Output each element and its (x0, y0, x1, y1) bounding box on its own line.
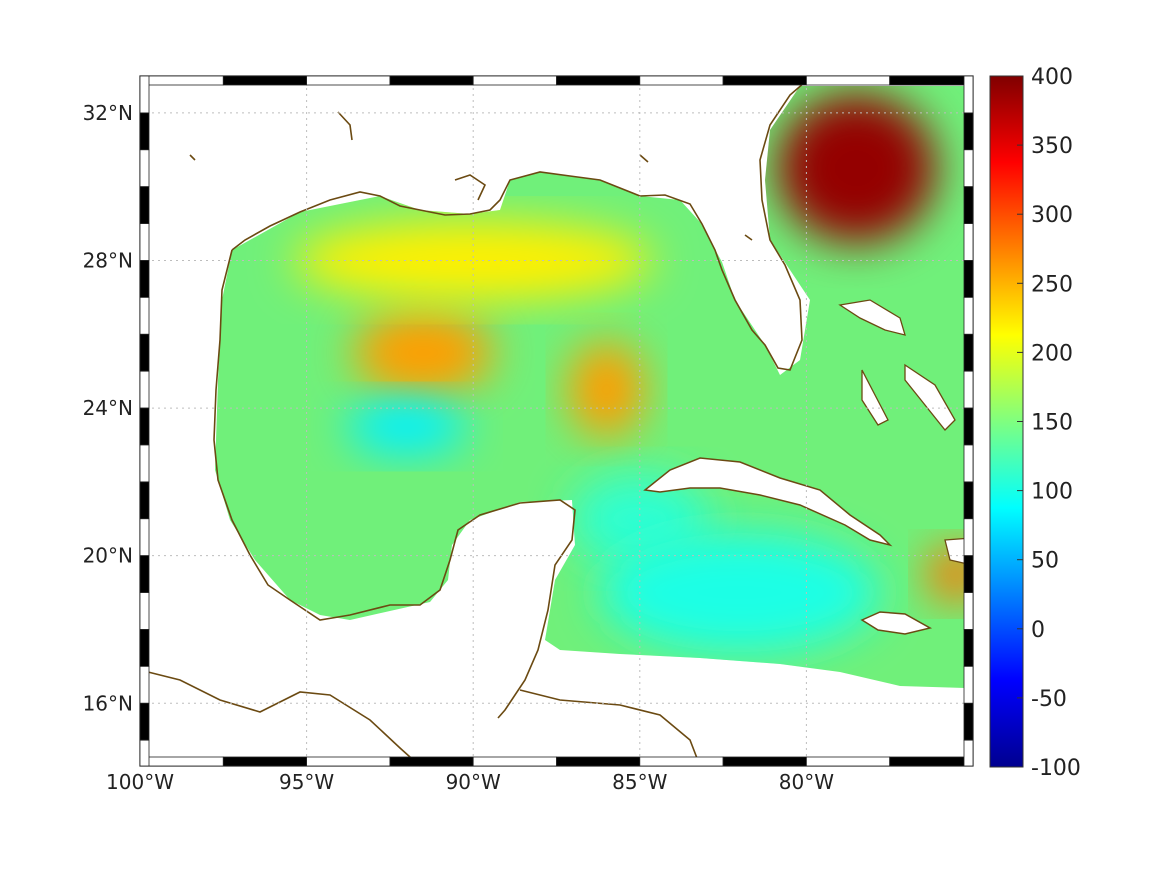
frame-segment-top (722, 75, 807, 86)
map-frame (139, 75, 974, 767)
frame-segment-top (139, 75, 224, 86)
colorbar-tick-labels: 400 350 300 250 200 150 100 50 0 -50 -100 (1017, 65, 1081, 781)
frame-segment-left (139, 555, 150, 593)
field-haiti-high (926, 546, 965, 603)
data-field (215, 86, 965, 688)
frame-segment-top (806, 75, 891, 86)
field-western-gulf-low (346, 398, 467, 455)
x-tick-label: 100°W (106, 770, 174, 794)
frame-segment-bottom (139, 756, 224, 767)
colorbar-tick-label: 400 (1031, 65, 1073, 90)
field-northern-gulf (293, 220, 654, 301)
frame-segment-left (139, 444, 150, 483)
x-tick-labels: 100°W 95°W 90°W 85°W 80°W (106, 770, 834, 794)
frame-segment-right (963, 223, 974, 261)
y-tick-label: 32°N (83, 101, 133, 125)
frame-segment-top (472, 75, 557, 86)
frame-segment-right (963, 186, 974, 224)
colorbar-tick-label: 50 (1031, 549, 1059, 574)
frame-segment-top (556, 75, 641, 86)
frame-segment-right (963, 739, 974, 767)
frame-segment-right (963, 149, 974, 188)
frame-segment-left (139, 112, 150, 151)
frame-segment-bottom (722, 756, 807, 767)
frame-segment-right (963, 629, 974, 667)
colorbar-tick-label: 150 (1031, 411, 1073, 436)
frame-segment-bottom (889, 756, 974, 767)
frame-segment-left (139, 223, 150, 261)
y-tick-label: 16°N (83, 691, 133, 715)
frame-segment-right (963, 75, 974, 114)
gridlines (140, 76, 973, 766)
colorbar-tick-label: 350 (1031, 134, 1073, 159)
field-caribbean (599, 532, 880, 653)
frame-segment-top (222, 75, 308, 86)
frame-segment-left (139, 149, 150, 188)
frame-segment-bottom (222, 756, 308, 767)
frame-segment-left (139, 518, 150, 557)
frame-segment-left (139, 370, 150, 409)
frame-segment-left (139, 186, 150, 224)
frame-segment-top (306, 75, 391, 86)
frame-segment-right (963, 407, 974, 446)
frame-segment-left (139, 333, 150, 372)
frame-segment-left (139, 702, 150, 741)
frame-segment-left (139, 75, 150, 114)
frame-segment-right (963, 333, 974, 372)
frame-segment-right (963, 296, 974, 335)
colorbar-tick-label: 300 (1031, 203, 1073, 228)
frame-segment-bottom (806, 756, 891, 767)
colorbar-tick-label: -100 (1031, 756, 1081, 781)
frame-segment-top (639, 75, 724, 86)
field-eastern-gulf-high (568, 341, 645, 438)
frame-segment-left (139, 407, 150, 446)
frame-segment-left (139, 629, 150, 667)
field-central-gulf-high (353, 310, 494, 395)
y-tick-labels: 16°N 20°N 24°N 28°N 32°N (83, 101, 133, 715)
frame-segment-right (963, 260, 974, 298)
frame-segment-left (139, 592, 150, 630)
y-tick-label: 28°N (83, 248, 133, 272)
frame-segment-top (889, 75, 974, 86)
islands (643, 299, 973, 635)
colorbar-tick-label: 250 (1031, 272, 1073, 297)
y-tick-label: 20°N (83, 544, 133, 568)
frame-segment-left (139, 296, 150, 335)
frame-segment-right (963, 555, 974, 593)
x-tick-label: 95°W (279, 770, 334, 794)
frame-segment-right (963, 702, 974, 741)
y-tick-label: 24°N (83, 396, 133, 420)
frame-segment-right (963, 112, 974, 151)
frame-segment-right (963, 592, 974, 630)
colorbar-tick-label: 100 (1031, 480, 1073, 505)
frame-segment-right (963, 370, 974, 409)
colorbar-tick-label: 200 (1031, 341, 1073, 366)
frame-segment-left (139, 260, 150, 298)
colorbar: 400 350 300 250 200 150 100 50 0 -50 -100 (989, 65, 1081, 781)
frame-segment-bottom (639, 756, 724, 767)
frame-segment-left (139, 481, 150, 520)
frame-segment-left (139, 739, 150, 767)
x-tick-label: 85°W (612, 770, 667, 794)
frame-segment-left (139, 665, 150, 704)
frame-segment-right (963, 518, 974, 557)
frame-segment-bottom (472, 756, 557, 767)
frame-segment-top (389, 75, 474, 86)
frame-segment-bottom (306, 756, 391, 767)
x-tick-label: 80°W (779, 770, 834, 794)
frame-segment-bottom (556, 756, 641, 767)
frame-segment-right (963, 665, 974, 704)
colorbar-tick-label: 0 (1031, 618, 1045, 643)
field-gulf-stream-core (776, 93, 937, 244)
frame-segment-right (963, 481, 974, 520)
colorbar-tick-label: -50 (1031, 687, 1067, 712)
frame-segment-bottom (389, 756, 474, 767)
x-tick-label: 90°W (446, 770, 501, 794)
frame-segment-right (963, 444, 974, 483)
